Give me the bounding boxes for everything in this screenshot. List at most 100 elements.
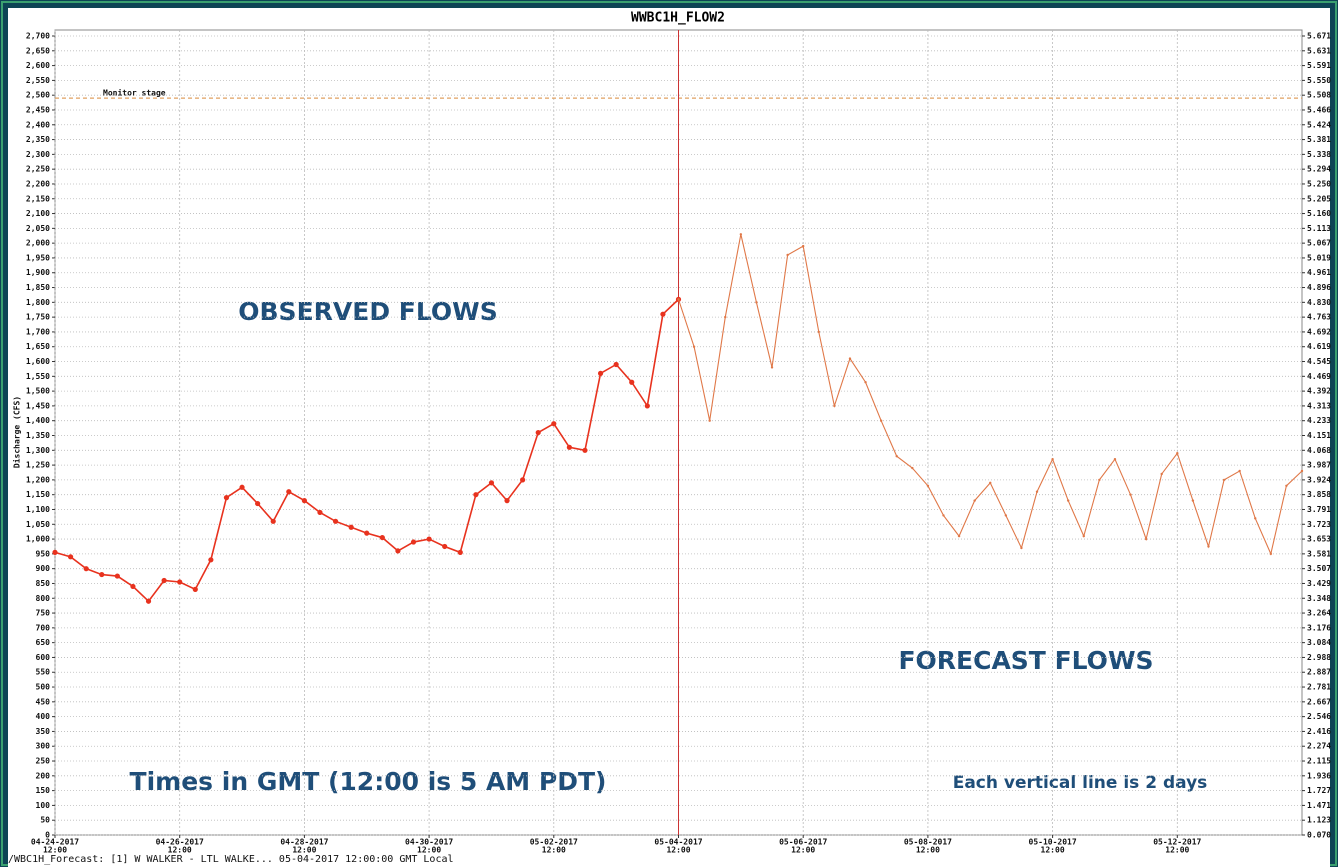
- y-tick-label: 450: [36, 697, 51, 706]
- y2-tick-label: 3.507: [1307, 564, 1331, 573]
- y-tick-label: 2,550: [26, 76, 50, 85]
- y-tick-label: 2,500: [26, 91, 50, 100]
- y2-tick-label: 2.988: [1307, 653, 1331, 662]
- data-point: [457, 549, 463, 555]
- data-point: [677, 298, 680, 301]
- data-point: [1113, 457, 1117, 461]
- y2-tick-label: 4.313: [1307, 401, 1331, 410]
- data-point: [520, 477, 526, 483]
- x-tick-sublabel: 12:00: [666, 846, 690, 855]
- y2-tick-label: 5.550: [1307, 76, 1331, 85]
- y-tick-label: 600: [36, 653, 51, 662]
- data-point: [1035, 490, 1039, 493]
- x-tick-sublabel: 12:00: [1165, 846, 1189, 855]
- data-point: [145, 598, 152, 604]
- data-point: [833, 404, 836, 408]
- data-point: [364, 530, 370, 536]
- y-tick-label: 100: [36, 801, 51, 810]
- x-tick-label: 05-04-2017: [654, 838, 702, 847]
- y2-tick-label: 3.084: [1307, 638, 1331, 647]
- data-point: [1300, 469, 1304, 473]
- data-point: [1082, 534, 1085, 538]
- data-point: [286, 489, 292, 495]
- x-tick-label: 05-02-2017: [530, 838, 578, 847]
- data-point: [114, 573, 120, 579]
- y-tick-label: 1,000: [26, 535, 50, 544]
- data-point: [629, 379, 635, 385]
- x-tick-sublabel: 12:00: [417, 846, 441, 855]
- data-point: [83, 566, 89, 572]
- y2-tick-label: 2.667: [1307, 697, 1331, 706]
- x-tick-sublabel: 12:00: [292, 846, 316, 855]
- data-point: [410, 539, 417, 545]
- series-label: OBSERVED FLOWS: [238, 297, 497, 326]
- data-point: [1254, 517, 1257, 520]
- y-tick-label: 1,450: [26, 401, 50, 410]
- y2-tick-label: 4.619: [1307, 342, 1331, 351]
- chart-title: WWBC1H_FLOW2: [631, 11, 725, 26]
- y-tick-label: 1,150: [26, 490, 50, 499]
- y-tick-label: 500: [36, 683, 51, 692]
- data-point: [473, 492, 479, 498]
- y2-tick-label: 4.545: [1307, 357, 1331, 366]
- y2-tick-label: 4.151: [1307, 431, 1331, 440]
- y-tick-label: 400: [36, 712, 51, 721]
- y-tick-label: 900: [36, 564, 51, 573]
- y-tick-label: 2,000: [26, 239, 50, 248]
- y2-tick-label: 4.961: [1307, 268, 1331, 277]
- y-tick-label: 700: [36, 623, 51, 632]
- x-tick-label: 04-30-2017: [405, 838, 453, 847]
- x-tick-label: 05-06-2017: [779, 838, 827, 847]
- data-point: [1066, 499, 1070, 502]
- threshold-label: Monitor stage: [103, 88, 166, 98]
- y2-tick-label: 5.381: [1307, 135, 1331, 144]
- y2-tick-label: 5.424: [1307, 120, 1331, 129]
- data-point: [692, 345, 696, 348]
- y2-tick-label: 5.160: [1307, 209, 1331, 218]
- y-tick-label: 1,400: [26, 416, 50, 425]
- annotation: Each vertical line is 2 days: [953, 773, 1208, 793]
- data-point: [551, 421, 557, 427]
- data-point: [942, 514, 945, 517]
- y-axis-label: Discharge (CFS): [12, 396, 22, 468]
- x-tick-label: 05-08-2017: [904, 838, 952, 847]
- x-tick-sublabel: 12:00: [542, 846, 566, 855]
- data-point: [504, 498, 510, 504]
- data-point: [973, 499, 976, 502]
- footer: /WBC1H_Forecast: [1] W WALKER - LTL WALK…: [8, 854, 454, 865]
- data-point: [317, 509, 323, 516]
- y2-tick-label: 3.581: [1307, 549, 1331, 558]
- data-point: [1176, 452, 1179, 455]
- y2-tick-label: 4.469: [1307, 372, 1331, 381]
- data-point: [739, 233, 743, 236]
- data-point: [52, 549, 58, 555]
- y-tick-label: 1,850: [26, 283, 50, 292]
- y-tick-label: 2,100: [26, 209, 50, 218]
- y-tick-label: 2,300: [26, 150, 50, 159]
- data-point: [1129, 493, 1132, 496]
- y-tick-label: 350: [36, 727, 51, 736]
- y-tick-label: 1,200: [26, 475, 50, 484]
- y2-tick-label: 5.671: [1307, 32, 1331, 41]
- data-point: [817, 330, 820, 334]
- data-point: [724, 315, 727, 319]
- y-tick-label: 1,100: [26, 505, 50, 514]
- y2-tick-label: 5.631: [1307, 46, 1331, 55]
- y-tick-label: 800: [36, 594, 51, 603]
- data-point: [223, 495, 230, 501]
- y2-tick-label: 4.692: [1307, 327, 1331, 336]
- data-point: [301, 498, 307, 504]
- data-point: [644, 403, 650, 409]
- y2-tick-label: 5.294: [1307, 165, 1331, 174]
- y2-tick-label: 4.763: [1307, 313, 1331, 322]
- y-tick-label: 2,200: [26, 179, 50, 188]
- y-tick-label: 1,650: [26, 342, 50, 351]
- data-point: [1160, 472, 1163, 476]
- y-tick-label: 1,950: [26, 253, 50, 262]
- data-point: [208, 557, 214, 563]
- y-tick-label: 300: [36, 742, 51, 751]
- data-point: [270, 518, 276, 524]
- data-point: [1098, 478, 1101, 482]
- y2-tick-label: 2.546: [1307, 712, 1331, 721]
- data-point: [802, 244, 805, 248]
